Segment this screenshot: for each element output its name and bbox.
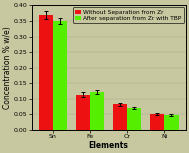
Y-axis label: Concentration % w/e): Concentration % w/e) xyxy=(3,26,12,109)
Bar xyxy=(39,15,53,130)
Bar xyxy=(113,104,127,130)
X-axis label: Elements: Elements xyxy=(89,140,129,149)
Bar xyxy=(150,114,164,130)
Legend: Without Separation from Zr, After separation from Zr with TBP: Without Separation from Zr, After separa… xyxy=(73,7,184,23)
Bar xyxy=(90,92,104,130)
Bar xyxy=(76,95,90,130)
Bar xyxy=(53,21,67,130)
Bar xyxy=(127,108,141,130)
Bar xyxy=(164,115,179,130)
